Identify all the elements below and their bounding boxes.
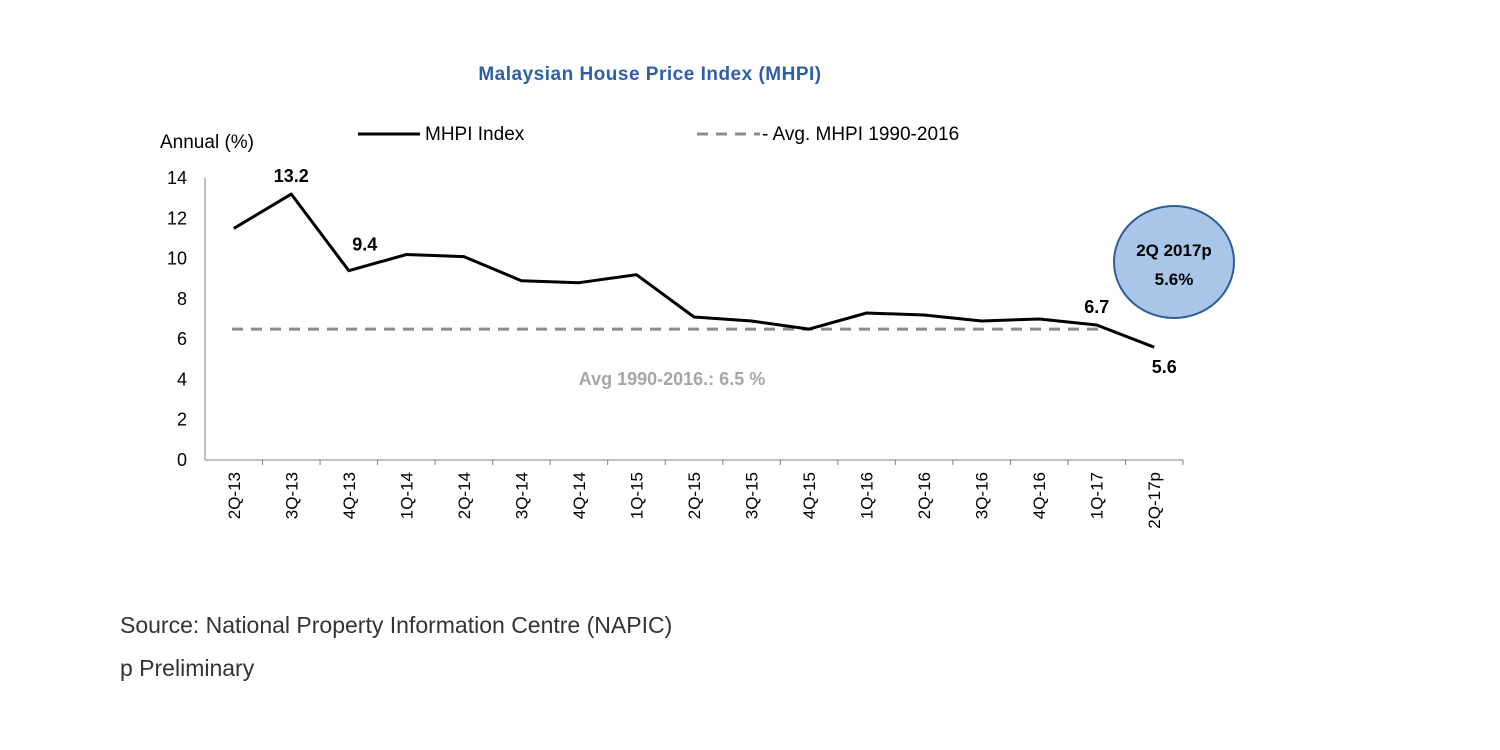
legend-label-mhpi: MHPI Index bbox=[425, 124, 525, 145]
source-note: Source: National Property Information Ce… bbox=[120, 612, 673, 638]
x-tick-label: 1Q-15 bbox=[627, 472, 646, 519]
legend-label-avg: - Avg. MHPI 1990-2016 bbox=[762, 124, 959, 145]
series-line-mhpi bbox=[233, 192, 1155, 349]
callout-ellipse bbox=[1113, 205, 1235, 319]
x-tick-label: 4Q-15 bbox=[800, 472, 819, 519]
data-label: 6.7 bbox=[1084, 297, 1109, 317]
preliminary-note: p Preliminary bbox=[120, 655, 255, 681]
x-axis-ticks: 2Q-13 3Q-13 4Q-13 1Q-14 2Q-14 3Q-14 4Q-14 1Q-15… bbox=[225, 460, 1184, 529]
callout-line2: 5.6% bbox=[1155, 270, 1194, 289]
y-tick-label: 4 bbox=[177, 369, 187, 389]
data-label: 9.4 bbox=[352, 235, 377, 255]
average-label: Avg 1990-2016.: 6.5 % bbox=[579, 369, 765, 389]
x-tick-label: 1Q-17 bbox=[1088, 472, 1107, 519]
x-tick-label: 1Q-14 bbox=[397, 472, 416, 519]
x-tick-label: 3Q-13 bbox=[282, 472, 301, 519]
y-tick-label: 0 bbox=[177, 450, 187, 470]
callout-line1: 2Q 2017p bbox=[1136, 241, 1212, 260]
callout-bubble: 2Q 2017p 5.6% bbox=[1113, 205, 1235, 319]
x-tick-label: 1Q-16 bbox=[858, 472, 877, 519]
x-tick-label: 3Q-14 bbox=[512, 472, 531, 519]
y-tick-label: 8 bbox=[177, 289, 187, 309]
y-axis-label: Annual (%) bbox=[160, 132, 254, 153]
y-tick-label: 10 bbox=[167, 249, 187, 269]
data-label: 13.2 bbox=[274, 166, 309, 186]
legend: MHPI Index - Avg. MHPI 1990-2016 bbox=[358, 124, 959, 145]
data-label: 5.6 bbox=[1152, 357, 1177, 377]
x-tick-label: 4Q-14 bbox=[570, 472, 589, 519]
x-tick-label: 4Q-13 bbox=[340, 472, 359, 519]
x-tick-label: 4Q-16 bbox=[1030, 472, 1049, 519]
x-tick-label: 3Q-16 bbox=[973, 472, 992, 519]
y-axis-ticks: 0 2 4 6 8 10 12 14 bbox=[167, 168, 187, 470]
y-tick-label: 2 bbox=[177, 410, 187, 430]
x-tick-label: 2Q-17p bbox=[1145, 472, 1164, 529]
line-chart: Malaysian House Price Index (MHPI) Annua… bbox=[160, 64, 1235, 529]
x-tick-label: 2Q-14 bbox=[455, 472, 474, 519]
chart-title: Malaysian House Price Index (MHPI) bbox=[478, 64, 821, 85]
data-labels: 13.2 9.4 6.7 5.6 bbox=[274, 166, 1177, 377]
y-tick-label: 12 bbox=[167, 208, 187, 228]
y-tick-label: 6 bbox=[177, 329, 187, 349]
x-tick-label: 3Q-15 bbox=[743, 472, 762, 519]
x-tick-label: 2Q-15 bbox=[685, 472, 704, 519]
x-tick-label: 2Q-13 bbox=[225, 472, 244, 519]
x-tick-label: 2Q-16 bbox=[915, 472, 934, 519]
y-tick-label: 14 bbox=[167, 168, 187, 188]
